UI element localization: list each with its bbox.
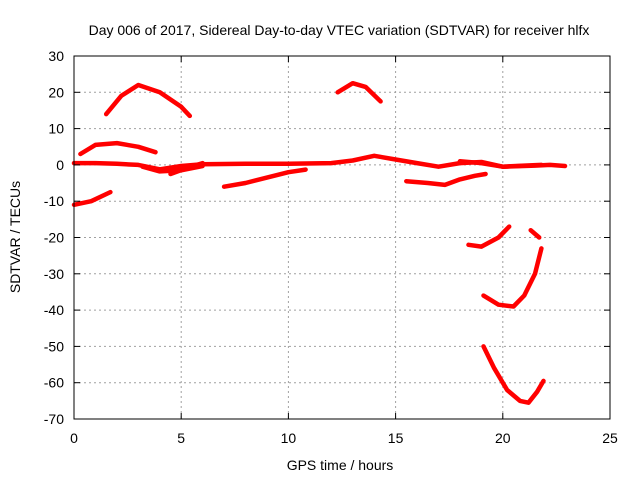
plot-series xyxy=(71,80,568,405)
series-arc-08 xyxy=(335,80,383,104)
grid-lines xyxy=(74,56,610,419)
chart-title: Day 006 of 2017, Sidereal Day-to-day VTE… xyxy=(89,22,590,38)
y-tick-label: 20 xyxy=(48,84,64,100)
y-tick-label: -70 xyxy=(44,411,64,427)
x-tick-label: 15 xyxy=(388,430,404,446)
series-arc-09 xyxy=(404,171,488,188)
series-arc-06 xyxy=(168,160,205,177)
x-axis-label: GPS time / hours xyxy=(287,457,394,473)
x-tick-label: 20 xyxy=(495,430,511,446)
y-tick-label: -30 xyxy=(44,266,64,282)
y-tick-label: -40 xyxy=(44,302,64,318)
y-tick-labels: -70 -60 -50 -40 -30 -20 -10 0 10 20 30 xyxy=(44,48,64,427)
series-arc-11 xyxy=(466,224,512,249)
y-tick-label: 30 xyxy=(48,48,64,64)
y-tick-label: 0 xyxy=(56,157,64,173)
series-arc-02 xyxy=(78,140,158,157)
axis-ticks xyxy=(73,55,611,420)
y-tick-label: -60 xyxy=(44,375,64,391)
series-arc-12 xyxy=(528,227,542,240)
series-arc-10 xyxy=(457,159,568,169)
series-arc-04 xyxy=(71,189,113,208)
x-tick-label: 5 xyxy=(177,430,185,446)
x-tick-label: 10 xyxy=(281,430,297,446)
x-tick-labels: 0 5 10 15 20 25 xyxy=(70,430,618,446)
y-tick-label: 10 xyxy=(48,121,64,137)
y-axis-label: SDTVAR / TECUs xyxy=(7,181,23,293)
x-tick-label: 25 xyxy=(602,430,618,446)
y-tick-label: -50 xyxy=(44,338,64,354)
x-tick-label: 0 xyxy=(70,430,78,446)
y-tick-label: -20 xyxy=(44,230,64,246)
series-arc-07 xyxy=(221,167,308,189)
series-arc-03 xyxy=(103,82,193,119)
y-tick-label: -10 xyxy=(44,193,64,209)
series-arc-14 xyxy=(481,344,546,405)
series-arc-13 xyxy=(481,246,544,309)
